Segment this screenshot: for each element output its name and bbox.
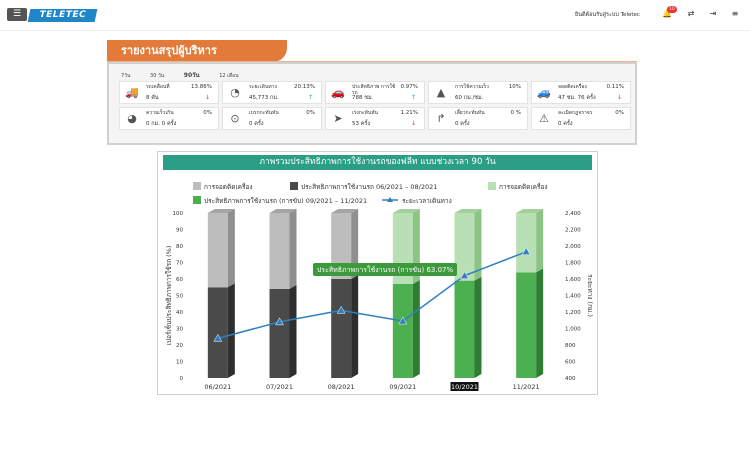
- filter-30-days[interactable]: 30 วัน: [150, 73, 165, 79]
- filter-7-days[interactable]: 7วัน: [121, 73, 131, 79]
- summary-card[interactable]: 🚗 ประสิทธิภาพ การใช้รถ 0.97% 788 ชม. ↑: [325, 81, 425, 104]
- card-percent: 0%: [203, 110, 212, 116]
- bell-icon[interactable]: 🔔: [662, 9, 672, 18]
- trend-down-icon: ↓: [204, 94, 210, 101]
- card-label: เลี้ยวกะทันหัน: [455, 110, 485, 116]
- card-percent: 0.11%: [606, 84, 624, 90]
- parked-car-icon: 🚙: [537, 86, 551, 99]
- trend-up-icon: ↑: [307, 94, 313, 101]
- chart-title: ภาพรวมประสิทธิภาพการใช้งานรถของฟลีท แบบช…: [163, 155, 592, 170]
- alert-icon: ⚠: [539, 112, 549, 125]
- card-value: 0 ครั้ง: [558, 121, 573, 127]
- accel-icon: ➤: [333, 112, 343, 125]
- car-icon: 🚗: [331, 86, 345, 99]
- summary-card[interactable]: ◔ ระยะเดินทาง 20.13% 45,773 กม. ↑: [222, 81, 322, 104]
- card-label: ความเร็วเกิน: [146, 110, 174, 116]
- card-value: 45,773 กม.: [249, 95, 279, 101]
- card-value: 47 ชม. 76 ครั้ง: [558, 95, 596, 101]
- card-percent: 20.13%: [294, 84, 315, 90]
- turn-icon: ↱: [436, 112, 446, 125]
- warning-icon: ▲: [436, 86, 446, 99]
- hamburger-menu-button[interactable]: ☰: [7, 8, 27, 21]
- card-percent: 0.97%: [400, 84, 418, 90]
- teletec-logo[interactable]: TELETEC: [27, 9, 98, 22]
- trend-up-icon: ↑: [410, 94, 416, 101]
- card-percent: 0%: [615, 110, 624, 116]
- menu-grid-icon[interactable]: ≡: [731, 9, 739, 18]
- card-label: ละเมิดกฎจราจร: [558, 110, 593, 116]
- summary-card[interactable]: ▲ การใช้ความเร็ว 10% 60 กม./ชม.: [428, 81, 528, 104]
- card-value: 53 ครั้ง: [352, 121, 371, 127]
- card-value: 0 ครั้ง: [455, 121, 470, 127]
- logout-icon[interactable]: ⇥: [709, 9, 717, 18]
- hamburger-icon: ☰: [12, 9, 22, 19]
- translate-icon[interactable]: ⇄: [687, 9, 695, 18]
- card-value: 0 ครั้ง: [249, 121, 264, 127]
- summary-card[interactable]: 🚚 รถเคลื่อนที่ 13.86% 8 คัน ↓: [119, 81, 219, 104]
- card-value: 8 คัน: [146, 95, 159, 101]
- card-percent: 0%: [306, 110, 315, 116]
- top-bar: ☰ TELETEC ยินดีต้อนรับสู่ระบบ Teletec 🔔 …: [0, 0, 750, 31]
- card-label: ประสิทธิภาพ การใช้รถ: [352, 84, 396, 96]
- filter-12-months[interactable]: 12 เดือน: [219, 73, 239, 79]
- card-value: 0 กม. 0 ครั้ง: [146, 121, 177, 127]
- card-percent: 1.21%: [400, 110, 418, 116]
- card-percent: 10%: [508, 84, 521, 90]
- welcome-text: ยินดีต้อนรับสู่ระบบ Teletec: [575, 12, 640, 18]
- card-label: การใช้ความเร็ว: [455, 84, 489, 90]
- card-value: 788 ชม.: [352, 95, 374, 101]
- page-title: รายงานสรุปผู้บริหาร: [107, 40, 637, 63]
- trend-down-icon: ↓: [616, 94, 622, 101]
- filter-90-days[interactable]: 90วัน: [183, 72, 200, 79]
- summary-card[interactable]: ↱ เลี้ยวกะทันหัน 0 % 0 ครั้ง: [428, 107, 528, 130]
- speedometer-icon: ◕: [127, 112, 137, 125]
- brake-icon: ⊙: [230, 112, 240, 125]
- period-filter: 7วัน 30 วัน 90วัน 12 เดือน: [121, 70, 257, 80]
- summary-card[interactable]: 🚙 จอดติดเครื่อง 0.11% 47 ชม. 76 ครั้ง ↓: [531, 81, 631, 104]
- notification-badge: 10: [667, 6, 677, 13]
- summary-panel: 7วัน 30 วัน 90วัน 12 เดือน 🚚 รถเคลื่อนที่…: [107, 62, 637, 145]
- trend-down-icon: ↓: [410, 120, 416, 127]
- card-label: เบรกกะทันหัน: [249, 110, 279, 116]
- summary-card[interactable]: ⚠ ละเมิดกฎจราจร 0% 0 ครั้ง: [531, 107, 631, 130]
- summary-card[interactable]: ◕ ความเร็วเกิน 0% 0 กม. 0 ครั้ง: [119, 107, 219, 130]
- card-percent: 13.86%: [191, 84, 212, 90]
- chart-container: [157, 151, 598, 395]
- card-value: 60 กม./ชม.: [455, 95, 484, 101]
- summary-card[interactable]: ⊙ เบรกกะทันหัน 0% 0 ครั้ง: [222, 107, 322, 130]
- truck-icon: 🚚: [125, 86, 139, 99]
- card-label: ระยะเดินทาง: [249, 84, 277, 90]
- summary-card[interactable]: ➤ เร่งกะทันหัน 1.21% 53 ครั้ง ↓: [325, 107, 425, 130]
- card-label: จอดติดเครื่อง: [558, 84, 587, 90]
- gauge-icon: ◔: [230, 86, 240, 99]
- card-percent: 0 %: [510, 110, 521, 116]
- card-label: รถเคลื่อนที่: [146, 84, 170, 90]
- card-label: เร่งกะทันหัน: [352, 110, 378, 116]
